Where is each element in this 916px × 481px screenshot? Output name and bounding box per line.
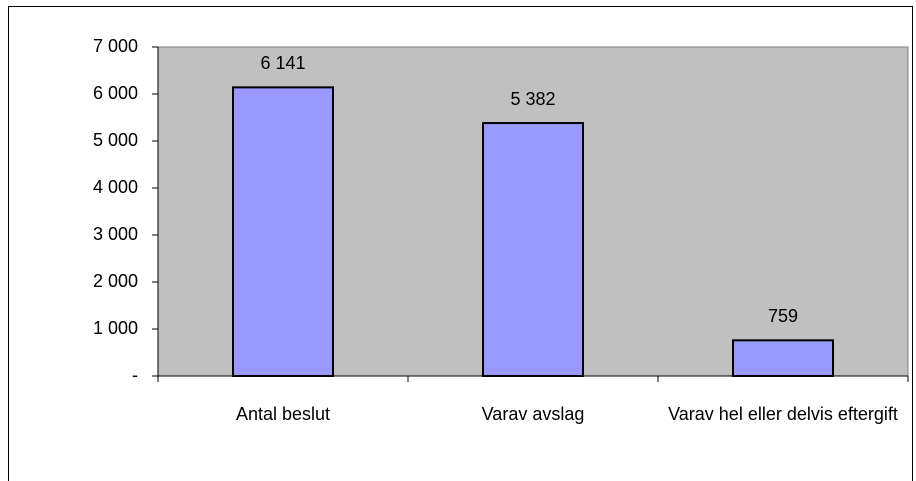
y-tick-label: 7 000 xyxy=(93,36,138,56)
value-label: 759 xyxy=(768,306,798,326)
bar xyxy=(232,86,334,378)
bar xyxy=(732,339,834,377)
y-tick-label: 6 000 xyxy=(93,83,138,103)
value-label: 6 141 xyxy=(260,53,305,73)
y-tick-label: 5 000 xyxy=(93,130,138,150)
y-tick-label: 3 000 xyxy=(93,224,138,244)
bar xyxy=(482,122,584,377)
x-tick-label: Antal beslut xyxy=(235,404,331,424)
y-tick-label: 2 000 xyxy=(93,271,138,291)
y-tick-label: 4 000 xyxy=(93,177,138,197)
value-label: 5 382 xyxy=(510,89,555,109)
x-tick-label: Varav hel eller delvis eftergift xyxy=(668,404,898,424)
x-tick-label: Varav avslag xyxy=(481,404,585,424)
y-tick-label: - xyxy=(132,365,138,385)
y-tick-label: 1 000 xyxy=(93,318,138,338)
